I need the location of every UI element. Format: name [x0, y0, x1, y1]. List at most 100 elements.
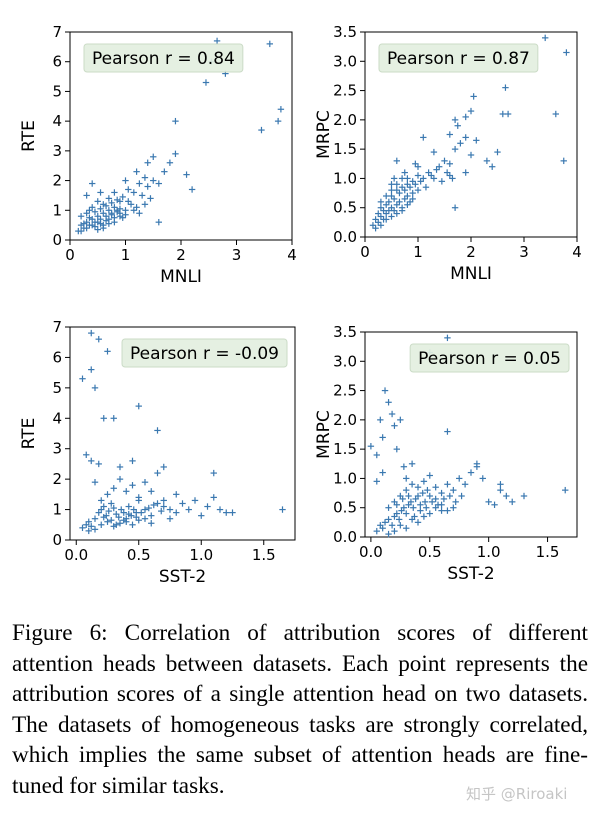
x-tick-label: 0.5	[127, 546, 151, 564]
data-point	[450, 504, 457, 511]
data-point	[160, 463, 167, 471]
data-point	[100, 513, 107, 521]
data-point	[401, 186, 408, 194]
data-point	[438, 507, 445, 514]
x-tick-label: 2	[176, 246, 186, 264]
data-point	[390, 175, 398, 182]
data-point	[385, 516, 392, 523]
data-point	[542, 34, 549, 42]
data-point	[458, 492, 465, 500]
data-point	[383, 216, 390, 223]
data-point	[562, 486, 569, 494]
y-tick-label: 6	[52, 348, 62, 366]
data-point	[161, 168, 168, 175]
data-point	[408, 481, 416, 488]
y-axis-label: RTE	[19, 120, 39, 152]
data-point	[470, 93, 477, 100]
data-point	[229, 509, 236, 516]
y-tick-label: 1	[52, 501, 62, 519]
y-tick-label: 3	[52, 142, 62, 160]
data-point	[393, 501, 400, 508]
data-point	[102, 202, 110, 210]
y-tick-label: 5	[52, 379, 62, 397]
y-tick-label: 0.0	[333, 528, 357, 546]
data-point	[83, 451, 90, 458]
y-tick-label: 3.0	[333, 52, 357, 70]
data-point	[97, 205, 104, 212]
data-point	[391, 422, 398, 429]
data-point	[105, 207, 113, 214]
data-point	[414, 519, 422, 526]
data-point	[223, 509, 230, 516]
data-point	[444, 481, 451, 488]
data-point	[100, 201, 107, 208]
data-point	[179, 500, 186, 507]
data-point	[148, 488, 155, 495]
data-point	[133, 204, 140, 211]
data-point	[434, 501, 442, 508]
data-point	[83, 210, 90, 217]
data-point	[432, 484, 439, 491]
data-point	[393, 210, 400, 217]
data-point	[135, 402, 142, 410]
data-point	[417, 507, 424, 514]
data-point	[441, 157, 448, 165]
data-point	[108, 517, 115, 524]
data-point	[422, 184, 430, 191]
data-point	[399, 495, 406, 503]
data-point	[122, 211, 129, 218]
data-point	[462, 169, 469, 176]
data-point	[377, 416, 384, 424]
data-point	[461, 481, 469, 488]
data-point	[91, 526, 99, 533]
y-tick-label: 7	[52, 318, 62, 336]
data-point	[385, 504, 392, 511]
data-point	[409, 195, 416, 203]
pearson-annotation-box	[409, 343, 570, 373]
data-point	[77, 227, 85, 235]
y-tick-label: 0.5	[333, 499, 357, 517]
data-point	[77, 213, 85, 220]
data-point	[421, 498, 429, 506]
data-point	[91, 515, 99, 522]
pearson-annotation-box	[83, 43, 244, 73]
scatter-panel-rte-vs-mnli: 0 1 2 3 4 0 1 2 3 4 5 6 7 MNLI RTE Pearson r = 0.84	[19, 23, 297, 287]
data-point	[113, 521, 120, 528]
figure-caption: Figure 6: Correlation of attribution sco…	[12, 620, 588, 799]
data-point	[85, 527, 92, 535]
data-point	[417, 178, 424, 185]
data-point	[183, 171, 190, 178]
data-point	[385, 399, 392, 406]
data-point	[145, 504, 152, 512]
data-point	[150, 501, 157, 509]
data-point	[520, 492, 528, 500]
x-tick-label: 2	[466, 243, 476, 261]
data-point	[563, 49, 570, 56]
pearson-annotation: Pearson r = -0.09	[121, 338, 288, 368]
y-tick-label: 2.5	[333, 82, 357, 100]
data-point	[277, 106, 285, 113]
data-point	[116, 475, 124, 483]
data-point	[154, 427, 161, 434]
data-point	[385, 530, 392, 538]
y-tick-label: 1	[52, 201, 62, 219]
data-point	[89, 180, 96, 187]
y-axis-label: MRPC	[314, 410, 334, 459]
data-point	[467, 469, 475, 476]
y-axis-label: RTE	[19, 418, 39, 450]
data-point	[172, 150, 179, 158]
data-point	[417, 501, 424, 508]
data-point	[373, 478, 380, 485]
data-point	[141, 515, 149, 522]
data-point	[133, 513, 140, 521]
data-point	[116, 520, 124, 527]
pearson-annotation-text: Pearson r = 0.05	[418, 349, 561, 369]
data-point	[423, 504, 430, 511]
data-point	[367, 443, 375, 450]
data-point	[388, 410, 396, 418]
data-point	[393, 181, 400, 188]
data-point	[77, 221, 85, 229]
data-point	[108, 199, 115, 207]
x-tick-label: 1.5	[252, 546, 276, 564]
data-point	[138, 192, 146, 199]
